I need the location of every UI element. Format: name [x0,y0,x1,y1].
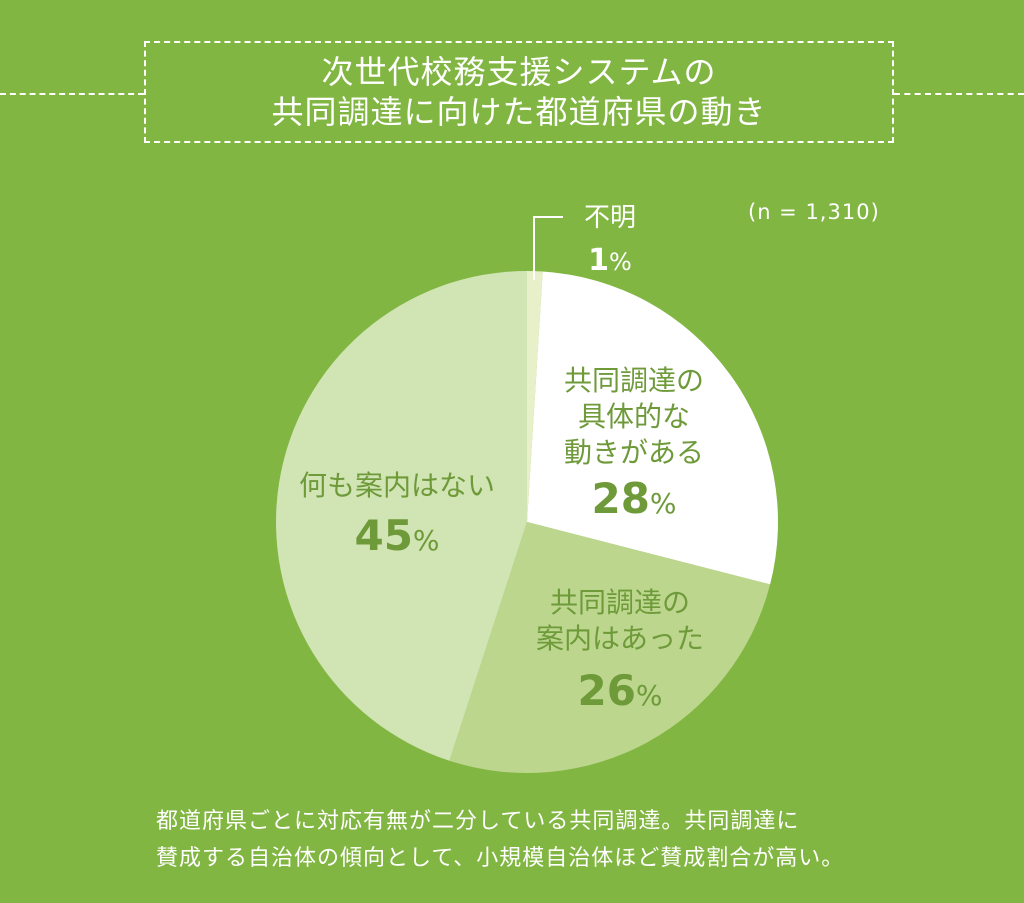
slice-label-4-line-1: 何も案内はない [299,469,495,502]
slice-percent-3: 26% [577,666,662,715]
pie-slice-1 [527,271,543,522]
slice-percent-1: 1% [588,243,632,278]
slice-label-2-line-3: 動きがある [564,436,704,469]
chart-title-line-1: 次世代校務支援システムの [321,53,717,91]
pie-slice-3 [449,522,771,773]
pie-slice-2 [527,271,778,585]
slice-label-3-line-2: 案内はあった [536,622,704,655]
slice-label-2-line-2: 具体的な [578,400,690,433]
title-dashed-rule-right [894,93,1024,95]
title-dashed-rule-left [0,93,144,95]
slice-label-1-line-1: 不明 [584,203,636,233]
pie-slice-4 [276,271,527,761]
title-box: 次世代校務支援システムの 共同調達に向けた都道府県の動き [144,41,894,143]
unknown-leader-line [533,216,563,280]
slice-label-3-line-1: 共同調達の [550,586,690,619]
slice-label-2-line-1: 共同調達の [564,364,704,397]
slice-percent-2: 28% [591,474,676,523]
sample-size-note: (n = 1,310) [748,200,880,224]
slice-percent-4: 45% [354,511,439,560]
caption-line-1: 都道府県ごとに対応有無が二分している共同調達。共同調達に [156,809,800,834]
chart-title-line-2: 共同調達に向けた都道府県の動き [271,93,767,131]
caption-line-2: 賛成する自治体の傾向として、小規模自治体ほど賛成割合が高い。 [156,846,845,871]
